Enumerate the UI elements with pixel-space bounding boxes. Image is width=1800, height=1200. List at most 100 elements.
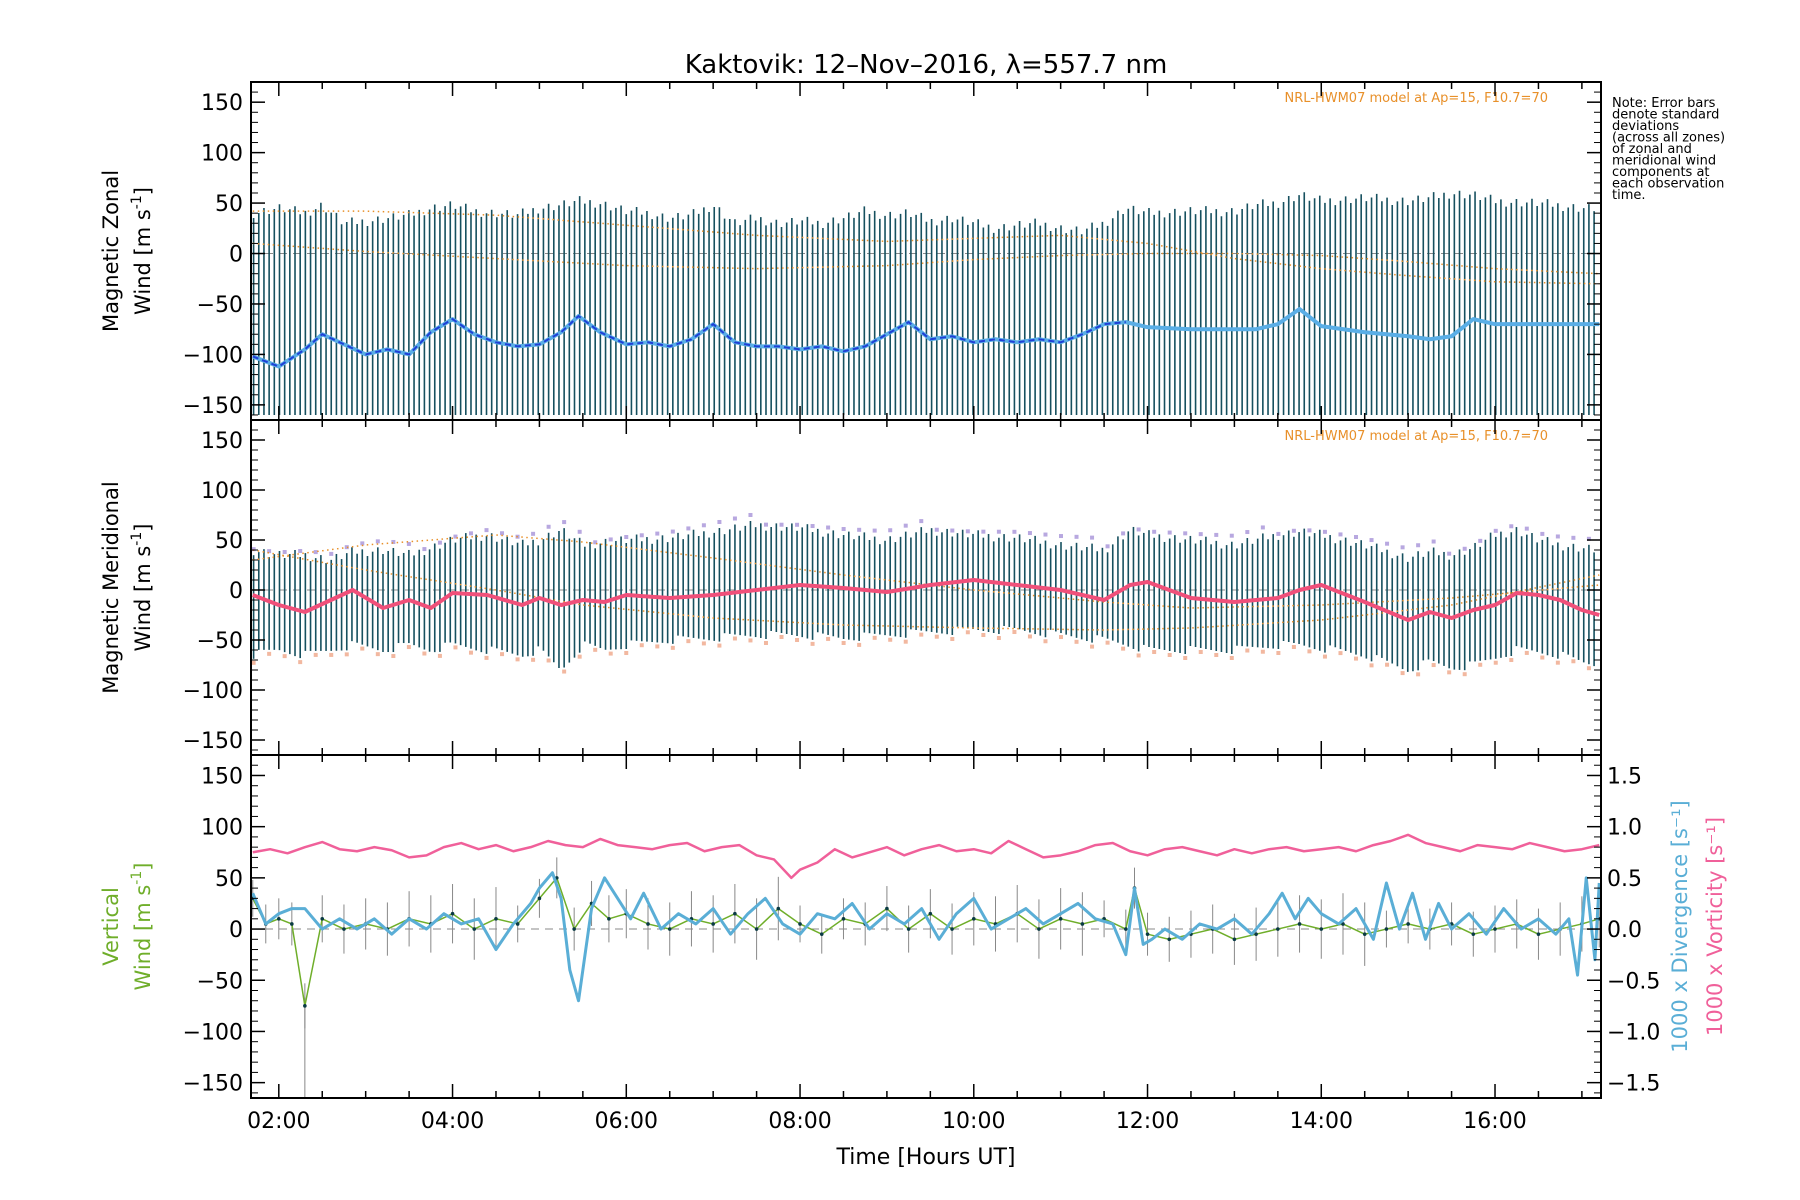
y-axis-label-text2-superscript: -1 (129, 532, 145, 546)
zone-marker-bottom (313, 652, 318, 657)
zone-marker-top (1229, 533, 1234, 538)
vertical-wind-point (841, 917, 846, 921)
zone-marker-top (1586, 536, 1591, 541)
zone-marker-bottom (406, 645, 411, 650)
zone-marker-bottom (841, 640, 846, 645)
model-curve-model2 (252, 242, 1600, 275)
zone-marker-top (1524, 526, 1529, 531)
vertical-wind-point (667, 927, 672, 931)
zone-marker-bottom (1229, 656, 1234, 660)
zone-marker-top (251, 547, 256, 552)
y-axis-label-text2-superscript: -1 (129, 871, 145, 885)
y-tick-label: −100 (183, 1020, 243, 1045)
divergence-line (251, 871, 1601, 1003)
zone-marker-bottom (624, 651, 629, 656)
zone-marker-bottom (686, 639, 691, 644)
vertical-wind-point (928, 911, 933, 916)
zone-marker-top (375, 539, 380, 544)
zone-marker-top (577, 529, 582, 534)
zone-marker-bottom (1167, 653, 1172, 657)
note-line: each observation (1612, 177, 1724, 192)
zone-marker-top (1478, 538, 1483, 543)
vertical-wind-point (290, 922, 294, 926)
vertical-wind-point (906, 927, 911, 931)
zone-marker-bottom (593, 647, 598, 652)
zone-marker-bottom (1260, 649, 1265, 654)
zone-marker-top (763, 522, 768, 527)
zone-marker-bottom (1524, 650, 1529, 655)
zone-marker-top (267, 549, 272, 554)
vertical-wind-point (646, 922, 650, 926)
zone-marker-bottom (996, 636, 1001, 640)
vertical-wind-point (754, 927, 759, 931)
zone-marker-top (670, 529, 675, 534)
zone-marker-bottom (1369, 663, 1374, 668)
y-axis-label-text2-text-end: ] (131, 524, 155, 532)
right-tick-label: 1.5 (1607, 764, 1642, 789)
y-tick-label: 0 (229, 918, 243, 943)
zone-marker-top (919, 519, 924, 524)
zone-marker-bottom (639, 643, 644, 648)
zone-marker-bottom (1043, 639, 1048, 644)
zone-marker-top (996, 529, 1001, 534)
vertical-wind-point (1058, 917, 1063, 921)
zone-marker-top (950, 528, 955, 533)
zone-marker-bottom (1074, 639, 1079, 644)
x-tick-label: 10:00 (942, 1109, 1005, 1134)
x-axis-label: Time [Hours UT] (836, 1145, 1016, 1170)
zone-marker-bottom (1462, 672, 1467, 677)
zone-marker-top (1555, 534, 1560, 539)
y-axis-label-text2-text-end: ] (131, 187, 155, 195)
vertical-wind-point (1276, 927, 1280, 931)
zone-marker-bottom (655, 644, 660, 649)
zone-marker-bottom (562, 669, 567, 674)
zone-marker-bottom (763, 641, 768, 645)
zone-marker-bottom (1540, 655, 1545, 660)
model-curve-model2 (252, 549, 1600, 631)
zone-marker-bottom (453, 645, 458, 650)
zone-marker-top (453, 534, 458, 539)
zone-marker-bottom (1493, 660, 1498, 665)
zone-marker-bottom (1571, 659, 1576, 664)
y-axis-label-line1: Magnetic Meridional (99, 481, 123, 693)
y-tick-label: −50 (197, 629, 243, 654)
vertical-wind-point (1384, 927, 1389, 931)
vertical-wind-point (1232, 937, 1237, 942)
zone-marker-bottom (670, 645, 675, 650)
error-bars (252, 190, 1595, 415)
zone-marker-bottom (484, 655, 489, 660)
zone-marker-bottom (468, 650, 473, 655)
zone-marker-top (1245, 530, 1250, 535)
zone-marker-top (934, 527, 939, 532)
zone-marker-top (1260, 525, 1265, 530)
zone-marker-bottom (1027, 634, 1032, 639)
note-line: Note: Error bars (1612, 96, 1716, 111)
vertical-wind-point (515, 922, 520, 926)
zone-marker-bottom (1431, 663, 1436, 668)
zone-marker-top (717, 519, 722, 524)
vertical-wind-point (950, 927, 954, 931)
plot-area (251, 512, 1601, 677)
panel-frame (250, 754, 1602, 1099)
zone-marker-bottom (1105, 640, 1110, 645)
zone-marker-bottom (826, 636, 831, 641)
zonal-wind-panel: NRL-HWM07 model at Ap=15, F10.7=70 −150 −1… (99, 81, 1602, 421)
mean-wind-line-highlight (252, 314, 1126, 368)
zone-marker-top (748, 512, 753, 517)
zone-marker-bottom (1400, 671, 1405, 676)
zone-marker-top (795, 522, 800, 527)
zone-marker-top (1400, 545, 1405, 550)
vertical-wind-point (537, 896, 542, 901)
zone-marker-bottom (748, 638, 753, 643)
zone-marker-top (1276, 531, 1281, 536)
zone-marker-top (329, 551, 334, 556)
zone-marker-top (639, 533, 644, 538)
zone-marker-top (686, 526, 691, 531)
right-tick-label: 1.0 (1607, 816, 1642, 841)
zone-marker-top (1043, 532, 1048, 537)
zone-marker-bottom (298, 660, 303, 665)
zone-marker-bottom (1059, 635, 1063, 640)
vertical-wind-point (1254, 932, 1258, 936)
zone-marker-top (406, 541, 411, 546)
